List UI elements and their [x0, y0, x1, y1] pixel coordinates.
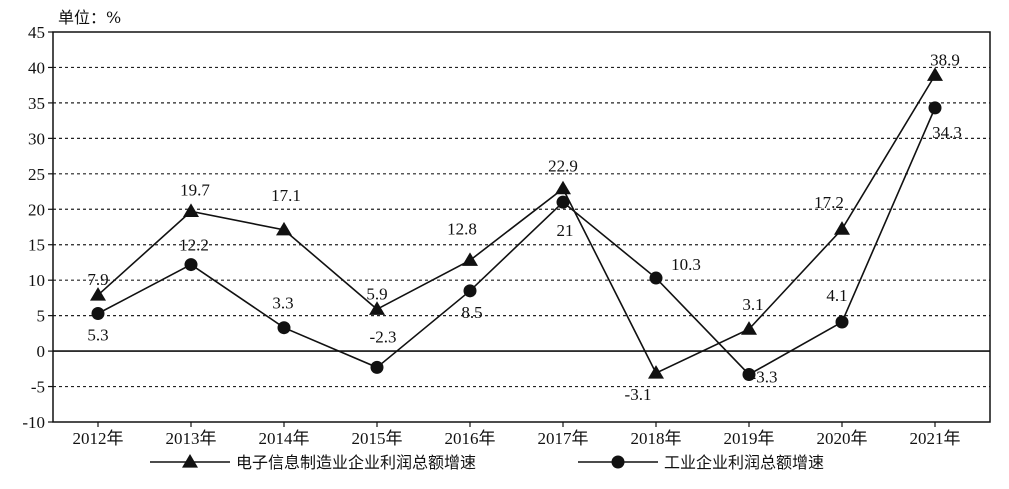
y-tick-label: 25: [28, 165, 45, 184]
x-tick-label: 2016年: [445, 429, 496, 448]
grid-lines: [53, 66, 990, 388]
data-label: -3.3: [751, 367, 778, 386]
circle-marker: [649, 271, 663, 285]
circle-marker: [463, 284, 477, 298]
y-tick-label: 35: [28, 94, 45, 113]
y-tick-label: 45: [28, 23, 45, 42]
series-line-0: [97, 74, 936, 375]
data-label: 5.3: [87, 326, 108, 345]
triangle-marker: [90, 287, 106, 301]
triangle-marker: [741, 321, 757, 335]
x-tick-label: 2019年: [724, 429, 775, 448]
triangle-marker: [369, 301, 385, 315]
data-label: 5.9: [366, 284, 387, 303]
triangle-marker: [834, 221, 850, 235]
y-tick-label: -5: [31, 378, 45, 397]
triangle-marker: [555, 180, 571, 195]
circle-marker: [742, 367, 756, 381]
x-tick-label: 2020年: [817, 429, 868, 448]
triangle-marker: [276, 221, 292, 236]
circle-marker: [370, 360, 384, 374]
x-tick-label: 2012年: [73, 429, 124, 448]
y-tick-label: 0: [37, 342, 46, 361]
y-tick-label: 10: [28, 271, 45, 290]
x-tick-label: 2018年: [631, 429, 682, 448]
circle-marker: [91, 307, 105, 321]
data-label: 19.7: [180, 180, 210, 199]
data-label: 17.2: [814, 193, 844, 212]
circle-marker: [835, 315, 849, 329]
y-tick-label: 5: [37, 307, 46, 326]
data-label: 17.1: [271, 186, 301, 205]
x-tick-label: 2015年: [352, 429, 403, 448]
data-label: 12.8: [447, 219, 477, 238]
data-label: 7.9: [87, 270, 108, 289]
circle-marker: [556, 195, 570, 209]
legend-circle-marker: [611, 455, 625, 469]
triangle-marker: [183, 203, 199, 217]
circle-marker: [277, 321, 291, 335]
triangle-marker: [648, 365, 664, 379]
circle-marker: [184, 258, 198, 272]
circle-marker: [928, 101, 942, 115]
y-axis-ticks: -10 -5 0 5 10 15 20 25 30 35 40 45: [22, 23, 53, 432]
data-label: -3.1: [625, 385, 652, 404]
x-tick-label: 2013年: [166, 429, 217, 448]
data-label: 3.1: [742, 295, 763, 314]
y-tick-label: -10: [22, 413, 45, 432]
y-tick-label: 40: [28, 58, 45, 77]
plot-frame: [52, 31, 991, 423]
data-label: 10.3: [671, 255, 701, 274]
series-group: [90, 67, 943, 381]
data-label: 22.9: [548, 157, 578, 176]
triangle-marker: [927, 67, 943, 81]
y-tick-label: 15: [28, 236, 45, 255]
legend: 电子信息制造业企业利润总额增速 工业企业利润总额增速: [150, 453, 824, 472]
x-tick-label: 2021年: [910, 429, 961, 448]
x-tick-label: 2014年: [259, 429, 310, 448]
legend-label-1: 工业企业利润总额增速: [664, 453, 824, 472]
y-tick-label: 20: [28, 200, 45, 219]
y-tick-label: 30: [28, 129, 45, 148]
legend-triangle-marker: [182, 454, 198, 468]
unit-label: 单位：%: [58, 8, 122, 27]
data-label: 12.2: [179, 236, 209, 255]
data-label: 38.9: [930, 50, 960, 69]
series-line-1: [97, 107, 936, 376]
triangle-marker: [462, 252, 478, 266]
data-label: -2.3: [370, 327, 397, 346]
data-label: 3.3: [272, 294, 293, 313]
data-label: 21: [557, 221, 574, 240]
data-label: 34.3: [932, 123, 962, 142]
data-label: 4.1: [826, 286, 847, 305]
data-label: 8.5: [461, 303, 482, 322]
data-labels: 7.9 19.7 17.1 5.9 12.8 22.9 -3.1 3.1 17.2 38.9 5.3…: [87, 50, 962, 404]
x-axis-ticks: 2012年 2013年 2014年 2015年 2016年 2017年 2018年 2019年…: [73, 422, 961, 448]
x-tick-label: 2017年: [538, 429, 589, 448]
legend-label-0: 电子信息制造业企业利润总额增速: [236, 453, 476, 472]
